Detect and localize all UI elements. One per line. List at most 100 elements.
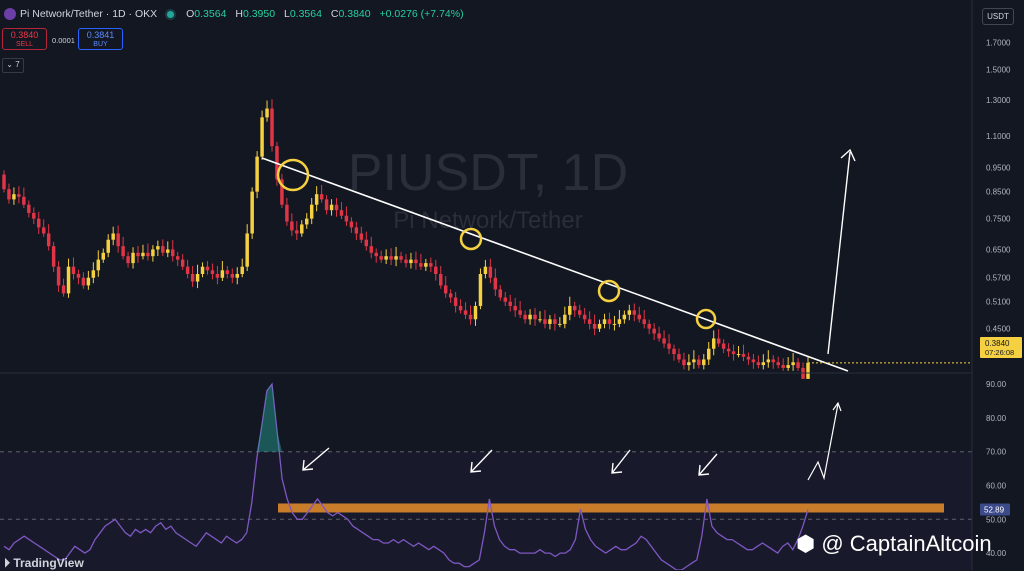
candle xyxy=(707,341,711,365)
candle-body xyxy=(61,285,66,294)
candle xyxy=(468,305,473,325)
candle xyxy=(265,100,269,122)
candle xyxy=(349,217,354,233)
candle-body xyxy=(687,362,691,366)
candle xyxy=(205,261,210,275)
touch-point-circle xyxy=(276,158,310,192)
candle xyxy=(404,254,408,268)
candle xyxy=(41,219,46,237)
candle-body xyxy=(71,266,76,274)
currency-button[interactable]: USDT xyxy=(982,8,1014,25)
candle-body xyxy=(210,270,215,274)
indicators-toggle[interactable]: ⌄ 7 xyxy=(2,58,24,73)
candle-body xyxy=(409,259,413,264)
candle xyxy=(314,186,319,212)
candle-body xyxy=(568,305,572,315)
candle xyxy=(215,265,220,285)
candle-body xyxy=(46,233,51,247)
candle xyxy=(687,354,691,371)
candle-body xyxy=(642,319,646,324)
candle-body xyxy=(389,256,393,260)
candle-body xyxy=(349,221,354,228)
candle xyxy=(86,270,91,290)
rsi-support-band xyxy=(278,503,944,513)
candle-body xyxy=(255,156,259,192)
candle-body xyxy=(190,273,195,282)
candle xyxy=(478,268,483,310)
candle-body xyxy=(543,319,547,324)
candle xyxy=(597,319,602,332)
candle xyxy=(533,307,537,326)
candle xyxy=(642,310,646,329)
price-tick-label: 1.1000 xyxy=(986,132,1011,141)
rsi-arrow-head xyxy=(302,459,314,471)
candle xyxy=(513,297,517,317)
buy-button[interactable]: 0.3841 BUY xyxy=(78,28,123,50)
candle-body xyxy=(647,323,651,329)
change-value: +0.0276 (+7.74%) xyxy=(379,8,464,20)
candle xyxy=(419,253,423,270)
candle xyxy=(76,269,81,285)
candle xyxy=(399,251,403,263)
candle-body xyxy=(32,212,36,219)
candle xyxy=(721,339,726,354)
candle-body xyxy=(697,359,701,366)
breakout-arrow-head xyxy=(840,148,856,162)
candle-body xyxy=(761,362,766,366)
candle-body xyxy=(364,239,369,247)
candle xyxy=(716,329,721,347)
low-value: 0.3564 xyxy=(289,8,322,20)
candle xyxy=(677,348,681,363)
candle-body xyxy=(7,189,11,200)
candle-body xyxy=(305,218,309,225)
candle-body xyxy=(12,194,16,200)
sell-button[interactable]: 0.3840 SELL xyxy=(2,28,47,50)
candle xyxy=(756,355,761,369)
candle-body xyxy=(265,108,269,118)
candle xyxy=(364,231,369,251)
candle xyxy=(523,310,527,324)
candle-body xyxy=(573,305,577,311)
candle-body xyxy=(156,246,160,250)
countdown-label: 07:26:08 xyxy=(985,348,1014,357)
candle xyxy=(657,326,661,342)
candle xyxy=(443,276,448,298)
rsi-arrow-head xyxy=(611,462,623,474)
candle xyxy=(27,200,31,218)
candle-body xyxy=(339,210,344,216)
candle xyxy=(66,258,71,298)
price-tick-label: 0.5100 xyxy=(986,298,1011,307)
candle-body xyxy=(359,233,364,240)
candle-body xyxy=(404,259,408,264)
candle xyxy=(295,221,299,241)
candle-body xyxy=(736,354,741,356)
candle xyxy=(32,207,36,225)
candle-body xyxy=(91,270,96,278)
candle xyxy=(7,183,11,204)
candle xyxy=(488,258,493,284)
symbol-title[interactable]: Pi Network/Tether · 1D · OKX xyxy=(20,8,158,20)
candle xyxy=(766,350,771,368)
candle xyxy=(498,285,503,301)
candle-body xyxy=(300,224,304,234)
rsi-projection-arrow-head xyxy=(832,401,842,412)
candle-body xyxy=(766,359,771,363)
candle-body xyxy=(751,359,756,363)
candle-body xyxy=(295,230,299,234)
candle xyxy=(185,259,190,279)
candle-body xyxy=(746,356,751,360)
candle-body xyxy=(453,297,458,306)
candle-body xyxy=(443,285,448,294)
candle xyxy=(225,266,230,279)
rsi-tick-label: 80.00 xyxy=(986,414,1007,423)
candle-body xyxy=(379,256,383,260)
candle xyxy=(334,197,339,217)
candle xyxy=(647,319,651,335)
candle-body xyxy=(205,266,210,271)
candle xyxy=(746,352,751,365)
candle xyxy=(602,313,607,329)
sell-label: SELL xyxy=(15,41,34,48)
candle-body xyxy=(503,297,507,302)
candle xyxy=(260,110,264,160)
